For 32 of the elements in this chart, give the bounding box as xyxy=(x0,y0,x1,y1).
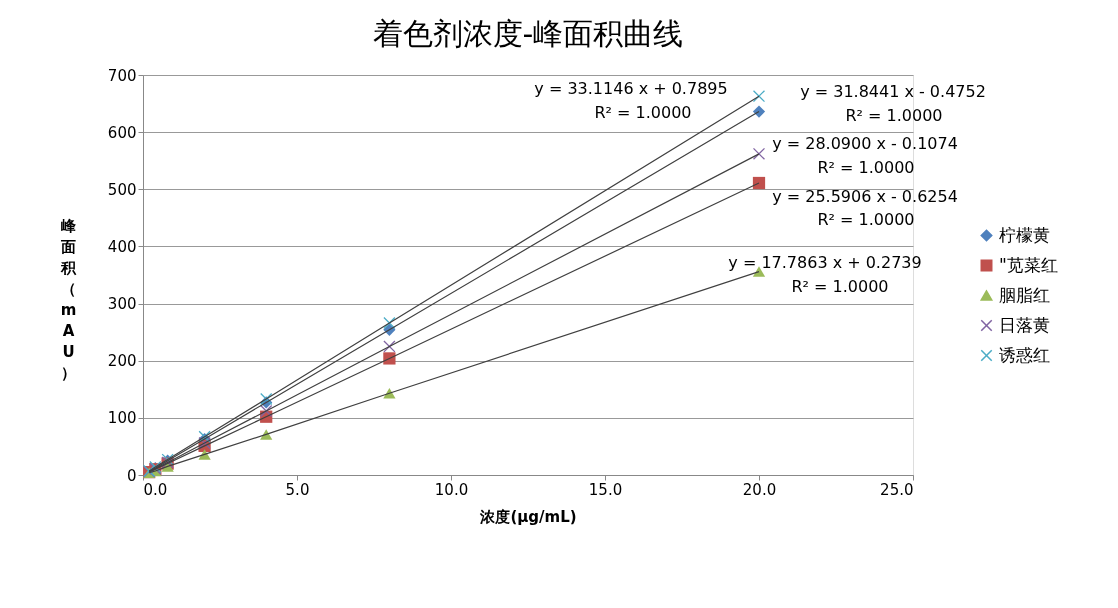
y-tick-label: 300 xyxy=(107,295,137,314)
legend-label: 日落黄 xyxy=(999,314,1050,335)
legend-label: 胭脂红 xyxy=(999,284,1050,305)
annotation: y = 25.5906 x - 0.6254 xyxy=(772,187,958,206)
annotation: y = 17.7863 x + 0.2739 xyxy=(728,252,922,272)
chart-title: 着色剂浓度-峰面积曲线 xyxy=(372,16,684,51)
legend-label: "苋菜红 xyxy=(999,254,1058,275)
x-tick-label: 25.0 xyxy=(880,480,914,499)
y-tick-label: 600 xyxy=(107,123,137,142)
y-tick-label: 400 xyxy=(107,237,137,256)
x-tick-label: 10.0 xyxy=(434,480,469,499)
annotation: y = 31.8441 x - 0.4752 xyxy=(800,81,986,101)
x-axis-title: 浓度(μg/mL) xyxy=(479,507,577,526)
annotation: R² = 1.0000 xyxy=(791,276,889,296)
y-tick-label: 700 xyxy=(107,66,137,85)
annotation: R² = 1.0000 xyxy=(594,103,692,123)
legend-label: 柠檬黄 xyxy=(999,224,1050,245)
y-tick-label: 500 xyxy=(107,180,137,199)
x-tick-label: 15.0 xyxy=(588,480,623,499)
x-tick-label: 5.0 xyxy=(285,480,310,499)
y-axis-title: 峰面积（mAU） xyxy=(60,216,77,382)
y-tick-label: 0 xyxy=(126,466,137,485)
annotation: y = 28.0900 x - 0.1074 xyxy=(772,133,958,153)
y-tick-label: 100 xyxy=(107,409,137,428)
annotation: R² = 1.0000 xyxy=(817,157,915,177)
x-tick-label: 20.0 xyxy=(742,480,777,499)
annotation: y = 33.1146 x + 0.7895 xyxy=(534,79,728,99)
legend-label: 诱惑红 xyxy=(999,344,1050,365)
y-tick-label: 200 xyxy=(107,352,137,371)
annotation: R² = 1.0000 xyxy=(817,210,915,229)
x-tick-label: 0.0 xyxy=(143,480,168,499)
annotation: R² = 1.0000 xyxy=(845,105,943,125)
